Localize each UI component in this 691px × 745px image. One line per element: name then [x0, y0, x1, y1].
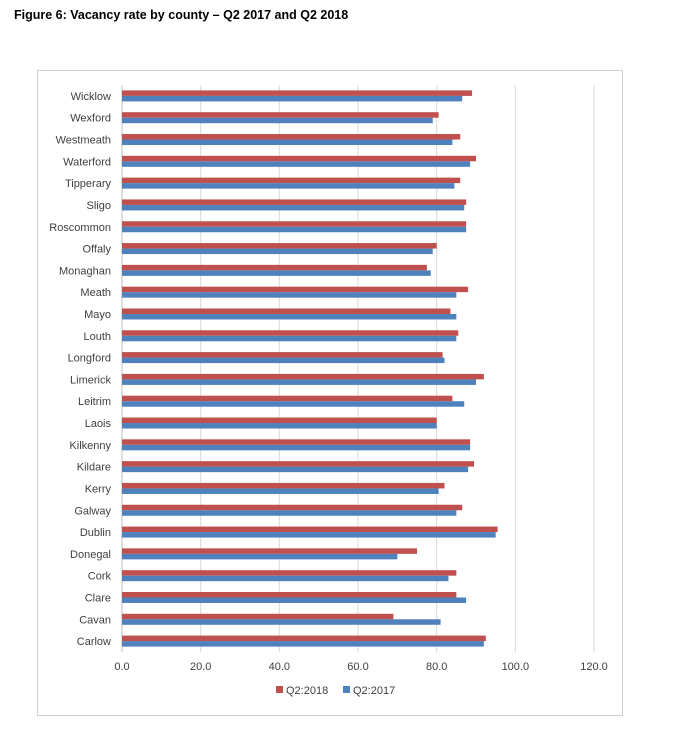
bar-q22018	[122, 177, 461, 184]
bar-q22018	[122, 591, 457, 598]
category-label: Dublin	[80, 527, 111, 539]
x-axis-ticks: 0.0 20.0 40.0 60.0 80.0 100.0 120.0	[114, 661, 607, 673]
x-tick-label: 0.0	[114, 661, 129, 673]
bar-q22017	[122, 335, 457, 342]
bar-q22017	[122, 423, 437, 429]
bar-q22018	[122, 395, 453, 402]
bar-q22017	[122, 139, 453, 146]
bar-q22017	[122, 575, 449, 582]
bar-q22018	[122, 482, 445, 489]
bar-q22018	[122, 548, 417, 554]
category-label: Clare	[85, 592, 111, 604]
category-label: Limerick	[70, 374, 111, 386]
bar-q22018	[122, 199, 467, 205]
bar-q22018	[122, 221, 467, 227]
category-label: Cavan	[79, 614, 111, 626]
category-label: Offaly	[82, 244, 111, 256]
bar-q22018	[122, 417, 437, 424]
bar-q22017	[122, 270, 431, 276]
bar-q22017	[122, 510, 457, 516]
legend: Q2:2018 Q2:2017	[276, 685, 395, 697]
bar-q22018	[122, 635, 486, 642]
bar-q22017	[122, 183, 455, 189]
bar-q22017	[122, 292, 457, 298]
bar-q22018	[122, 352, 443, 358]
bar-q22018	[122, 134, 461, 140]
x-tick-label: 120.0	[580, 661, 608, 673]
bar-q22017	[122, 161, 471, 167]
bar-q22018	[122, 308, 451, 314]
bar-q22018	[122, 90, 473, 96]
bar-q22018	[122, 504, 463, 511]
bar-q22018	[122, 112, 439, 118]
category-label: Kildare	[77, 462, 111, 474]
category-label: Kerry	[85, 483, 112, 495]
figure-title: Figure 6: Vacancy rate by county – Q2 20…	[14, 8, 349, 22]
bar-q22017	[122, 619, 441, 625]
category-label: Carlow	[77, 636, 111, 648]
bar-q22017	[122, 597, 467, 603]
category-label: Tipperary	[65, 178, 112, 190]
bar-q22017	[122, 641, 484, 647]
bar-q22017	[122, 488, 439, 494]
bar-q22017	[122, 466, 469, 473]
x-tick-label: 40.0	[269, 661, 290, 673]
legend-swatch	[276, 686, 283, 693]
bar-q22017	[122, 532, 496, 538]
bar-q22017	[122, 379, 476, 385]
category-label: Laois	[85, 418, 112, 430]
category-label: Donegal	[70, 549, 111, 561]
bar-q22017	[122, 357, 445, 364]
gridlines	[121, 85, 595, 652]
bars	[122, 90, 498, 647]
category-label: Louth	[83, 331, 111, 343]
bar-q22018	[122, 286, 469, 293]
bar-q22018	[122, 243, 437, 249]
bar-q22017	[122, 95, 463, 102]
bar-q22017	[122, 226, 467, 233]
category-label: Kilkenny	[69, 440, 111, 452]
category-label: Leitrim	[78, 396, 111, 408]
category-label: Cork	[88, 571, 112, 583]
category-label: Sligo	[87, 200, 111, 212]
bar-q22018	[122, 439, 471, 445]
bar-q22017	[122, 117, 433, 124]
bar-q22017	[122, 444, 471, 451]
category-label: Monaghan	[59, 265, 111, 277]
x-tick-label: 60.0	[347, 661, 368, 673]
category-label: Galway	[74, 505, 111, 517]
legend-label: Q2:2017	[353, 685, 395, 697]
bar-q22017	[122, 204, 465, 211]
category-label: Waterford	[63, 156, 111, 168]
bar-q22018	[122, 613, 394, 620]
bar-q22017	[122, 248, 433, 255]
category-label: Roscommon	[49, 222, 111, 234]
category-label: Longford	[68, 353, 111, 365]
x-tick-label: 20.0	[190, 661, 211, 673]
category-labels: Wicklow Wexford Westmeath Waterford Tipperar…	[49, 91, 111, 648]
x-tick-label: 80.0	[426, 661, 447, 673]
bar-q22017	[122, 313, 457, 320]
category-label: Mayo	[84, 309, 111, 321]
x-tick-label: 100.0	[502, 661, 530, 673]
bar-q22018	[122, 264, 427, 271]
bar-q22018	[122, 526, 498, 533]
legend-label: Q2:2018	[286, 685, 328, 697]
category-label: Wexford	[70, 113, 111, 125]
bar-q22018	[122, 373, 484, 380]
bar-q22018	[122, 570, 457, 576]
bar-q22018	[122, 155, 476, 162]
category-label: Westmeath	[56, 135, 111, 147]
chart-frame	[37, 70, 623, 716]
legend-swatch	[343, 686, 350, 693]
bar-q22017	[122, 553, 398, 560]
bar-q22017	[122, 401, 465, 407]
category-label: Meath	[80, 287, 111, 299]
bar-q22018	[122, 330, 459, 336]
bar-q22018	[122, 461, 475, 467]
category-label: Wicklow	[71, 91, 111, 103]
